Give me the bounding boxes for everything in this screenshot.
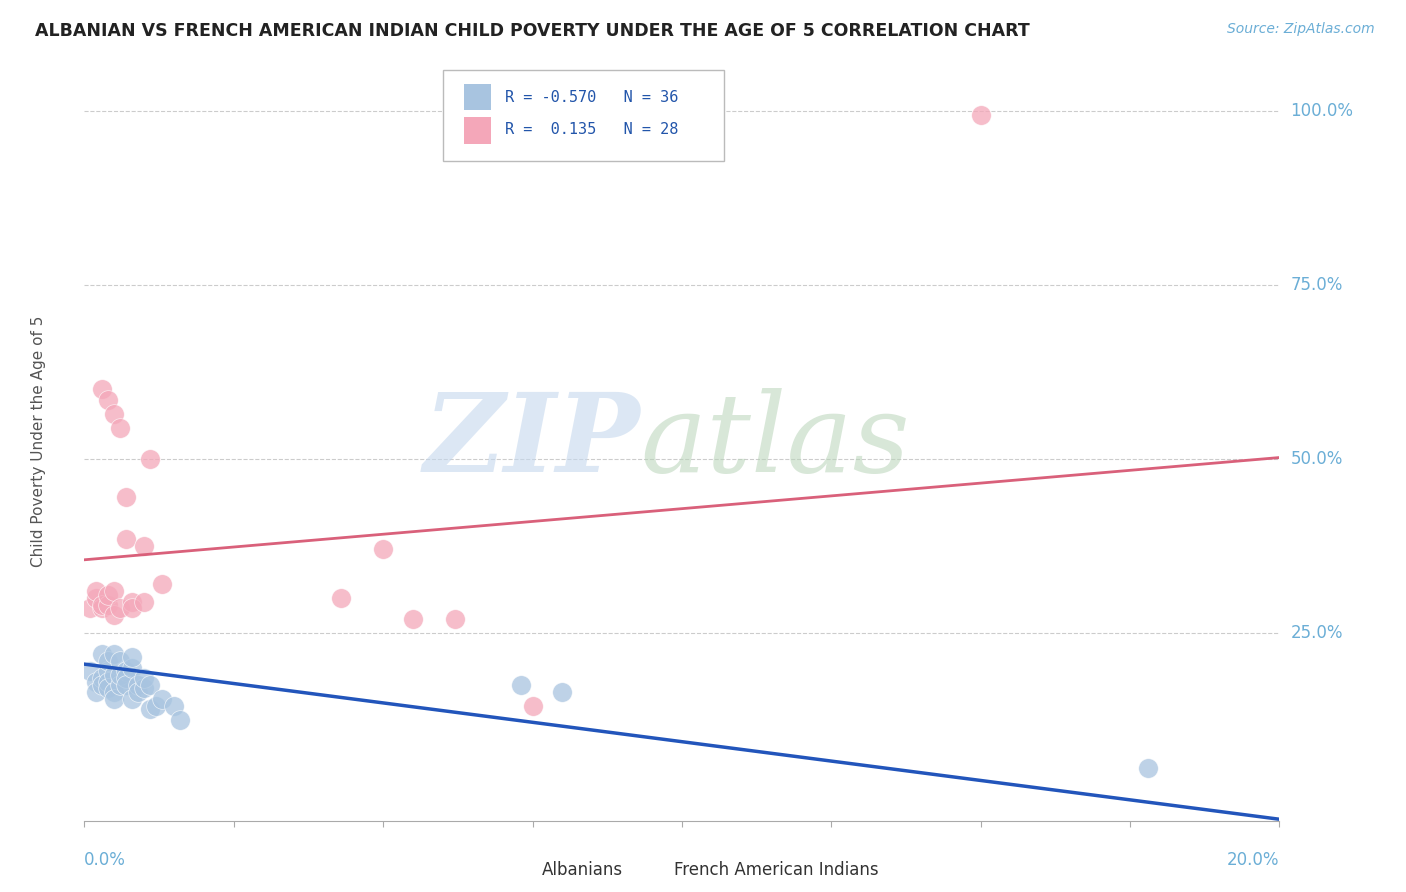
Point <box>121 601 143 615</box>
Point <box>444 612 467 626</box>
Point <box>86 685 108 699</box>
Point <box>97 392 120 407</box>
Point <box>103 407 125 421</box>
Text: 25.0%: 25.0% <box>1291 624 1343 642</box>
Point <box>373 542 395 557</box>
FancyBboxPatch shape <box>464 84 491 111</box>
Point <box>169 713 191 727</box>
Point <box>132 539 156 553</box>
Point <box>127 685 149 699</box>
Text: French American Indians: French American Indians <box>673 861 879 879</box>
Point <box>115 678 138 692</box>
Point <box>110 420 132 434</box>
Point <box>330 591 353 605</box>
Point <box>110 601 132 615</box>
Point <box>97 664 120 678</box>
Point <box>79 664 101 678</box>
Point <box>1137 762 1160 776</box>
Point <box>86 584 108 599</box>
Point <box>79 601 101 615</box>
Point <box>163 698 186 713</box>
Point <box>103 584 125 599</box>
FancyBboxPatch shape <box>509 858 534 882</box>
Point <box>121 594 143 608</box>
Point <box>97 654 120 668</box>
Point <box>150 692 173 706</box>
Point <box>86 591 108 605</box>
Point <box>91 601 114 615</box>
Point <box>97 674 120 689</box>
Point <box>121 692 143 706</box>
Point <box>91 383 114 397</box>
Point <box>97 598 120 612</box>
FancyBboxPatch shape <box>443 70 724 161</box>
Point <box>139 678 162 692</box>
Text: 75.0%: 75.0% <box>1291 276 1343 294</box>
Point <box>91 678 114 692</box>
Text: R =  0.135   N = 28: R = 0.135 N = 28 <box>505 122 679 137</box>
Point <box>103 685 125 699</box>
Text: 20.0%: 20.0% <box>1227 851 1279 869</box>
Point <box>121 660 143 674</box>
Text: Child Poverty Under the Age of 5: Child Poverty Under the Age of 5 <box>31 316 46 567</box>
Point <box>132 681 156 696</box>
Point <box>132 671 156 685</box>
Text: R = -0.570   N = 36: R = -0.570 N = 36 <box>505 90 679 105</box>
Point <box>509 678 531 692</box>
Point <box>145 698 167 713</box>
Point <box>139 702 162 716</box>
Text: 100.0%: 100.0% <box>1291 102 1354 120</box>
FancyBboxPatch shape <box>464 117 491 144</box>
Point <box>103 608 125 623</box>
Point <box>103 692 125 706</box>
FancyBboxPatch shape <box>640 858 666 882</box>
Point <box>402 612 425 626</box>
Point <box>91 598 114 612</box>
Text: Source: ZipAtlas.com: Source: ZipAtlas.com <box>1227 22 1375 37</box>
Point <box>110 678 132 692</box>
Point <box>150 577 173 591</box>
Point <box>97 681 120 696</box>
Point <box>91 671 114 685</box>
Point <box>115 671 138 685</box>
Point <box>115 532 138 546</box>
Text: Albanians: Albanians <box>543 861 623 879</box>
Point <box>115 664 138 678</box>
Text: atlas: atlas <box>640 388 910 495</box>
Point <box>103 667 125 681</box>
Point <box>970 107 993 121</box>
Point <box>97 588 120 602</box>
Text: 0.0%: 0.0% <box>84 851 127 869</box>
Point <box>522 698 544 713</box>
Point <box>127 678 149 692</box>
Text: ZIP: ZIP <box>423 388 640 495</box>
Point <box>110 654 132 668</box>
Point <box>110 667 132 681</box>
Point <box>551 685 574 699</box>
Point <box>115 490 138 504</box>
Point <box>132 594 156 608</box>
Point <box>91 647 114 661</box>
Point <box>86 674 108 689</box>
Text: ALBANIAN VS FRENCH AMERICAN INDIAN CHILD POVERTY UNDER THE AGE OF 5 CORRELATION : ALBANIAN VS FRENCH AMERICAN INDIAN CHILD… <box>35 22 1031 40</box>
Point <box>103 647 125 661</box>
Point <box>139 451 162 466</box>
Point <box>121 650 143 665</box>
Text: 50.0%: 50.0% <box>1291 450 1343 468</box>
